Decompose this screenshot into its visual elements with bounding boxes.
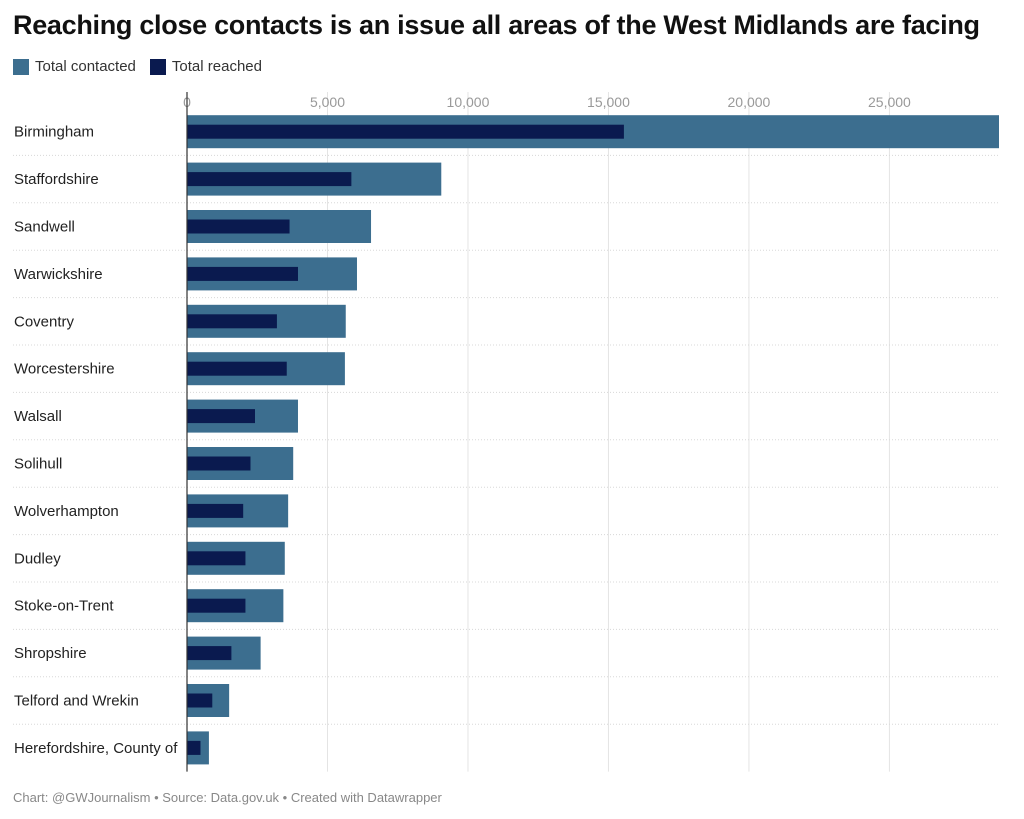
footer-separator-2: •	[279, 790, 291, 805]
bar-total-reached	[187, 693, 213, 708]
legend-swatch-total-contacted	[13, 58, 29, 75]
bar-chart: 05,00010,00015,00020,00025,000Birmingham…	[13, 92, 999, 772]
legend-item-total-contacted: Total contacted	[13, 58, 136, 75]
category-label: Dudley	[14, 550, 61, 567]
category-label: Solihull	[14, 456, 62, 473]
category-label: Walsall	[14, 408, 62, 425]
legend: Total contacted Total reached	[13, 58, 262, 75]
bar-total-reached	[187, 503, 244, 518]
category-label: Shropshire	[14, 645, 87, 662]
legend-item-total-reached: Total reached	[149, 58, 262, 75]
footer-created-with: Created with Datawrapper	[290, 790, 442, 805]
legend-swatch-total-reached	[149, 58, 166, 75]
bar-total-reached	[187, 124, 624, 139]
bar-total-reached	[187, 456, 251, 471]
category-label: Telford and Wrekin	[14, 693, 139, 710]
bar-total-reached	[187, 361, 287, 376]
x-tick-label: 25,000	[868, 94, 911, 110]
category-label: Staffordshire	[14, 171, 99, 188]
legend-label-total-reached: Total reached	[171, 58, 262, 75]
footer: Chart: @GWJournalism • Source: Data.gov.…	[13, 790, 442, 805]
bar-total-reached	[187, 551, 246, 566]
x-tick-label: 5,000	[310, 94, 345, 110]
footer-chart-credit: Chart: @GWJournalism	[13, 790, 151, 805]
x-tick-label: 20,000	[728, 94, 771, 110]
bar-total-reached	[187, 740, 201, 755]
footer-source: Source: Data.gov.uk	[162, 790, 280, 805]
bar-total-reached	[187, 646, 232, 661]
category-label: Coventry	[14, 313, 75, 330]
bar-total-reached	[187, 409, 255, 424]
category-label: Stoke-on-Trent	[14, 598, 114, 615]
category-label: Sandwell	[14, 219, 75, 236]
footer-separator-1: •	[150, 790, 163, 805]
bar-total-reached	[187, 219, 290, 234]
legend-label-total-contacted: Total contacted	[35, 58, 136, 75]
x-tick-label: 15,000	[587, 94, 630, 110]
bar-total-reached	[187, 172, 352, 187]
bar-total-reached	[187, 598, 246, 613]
category-label: Warwickshire	[14, 266, 103, 283]
category-label: Birmingham	[14, 124, 94, 141]
x-tick-label: 10,000	[447, 94, 490, 110]
category-label: Worcestershire	[14, 361, 115, 378]
bar-total-reached	[187, 266, 298, 281]
category-label: Wolverhampton	[14, 503, 119, 520]
chart-title: Reaching close contacts is an issue all …	[13, 10, 980, 40]
category-label: Herefordshire, County of	[14, 740, 178, 757]
bar-total-reached	[187, 314, 277, 329]
